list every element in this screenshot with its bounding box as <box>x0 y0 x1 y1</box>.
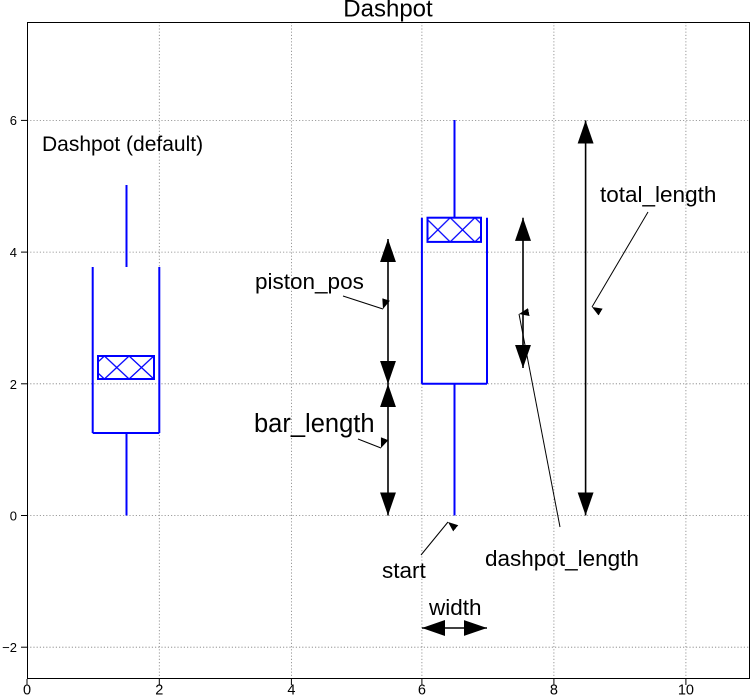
svg-text:4: 4 <box>287 683 295 697</box>
svg-text:6: 6 <box>10 113 17 128</box>
svg-text:Dashpot (default): Dashpot (default) <box>42 133 203 156</box>
svg-text:Dashpot: Dashpot <box>343 0 433 23</box>
svg-text:2: 2 <box>10 377 17 392</box>
svg-text:width: width <box>428 595 482 620</box>
svg-text:0: 0 <box>10 509 17 524</box>
svg-text:piston_pos: piston_pos <box>255 269 364 294</box>
svg-text:2: 2 <box>155 683 163 697</box>
svg-text:8: 8 <box>550 683 558 697</box>
svg-text:bar_length: bar_length <box>254 410 375 438</box>
svg-text:total_length: total_length <box>600 182 716 207</box>
svg-text:start: start <box>382 558 427 583</box>
svg-text:6: 6 <box>418 683 426 697</box>
svg-text:−2: −2 <box>2 640 17 655</box>
svg-text:0: 0 <box>23 683 31 697</box>
svg-text:10: 10 <box>678 683 694 697</box>
svg-text:4: 4 <box>10 245 17 260</box>
svg-text:dashpot_length: dashpot_length <box>485 546 639 571</box>
